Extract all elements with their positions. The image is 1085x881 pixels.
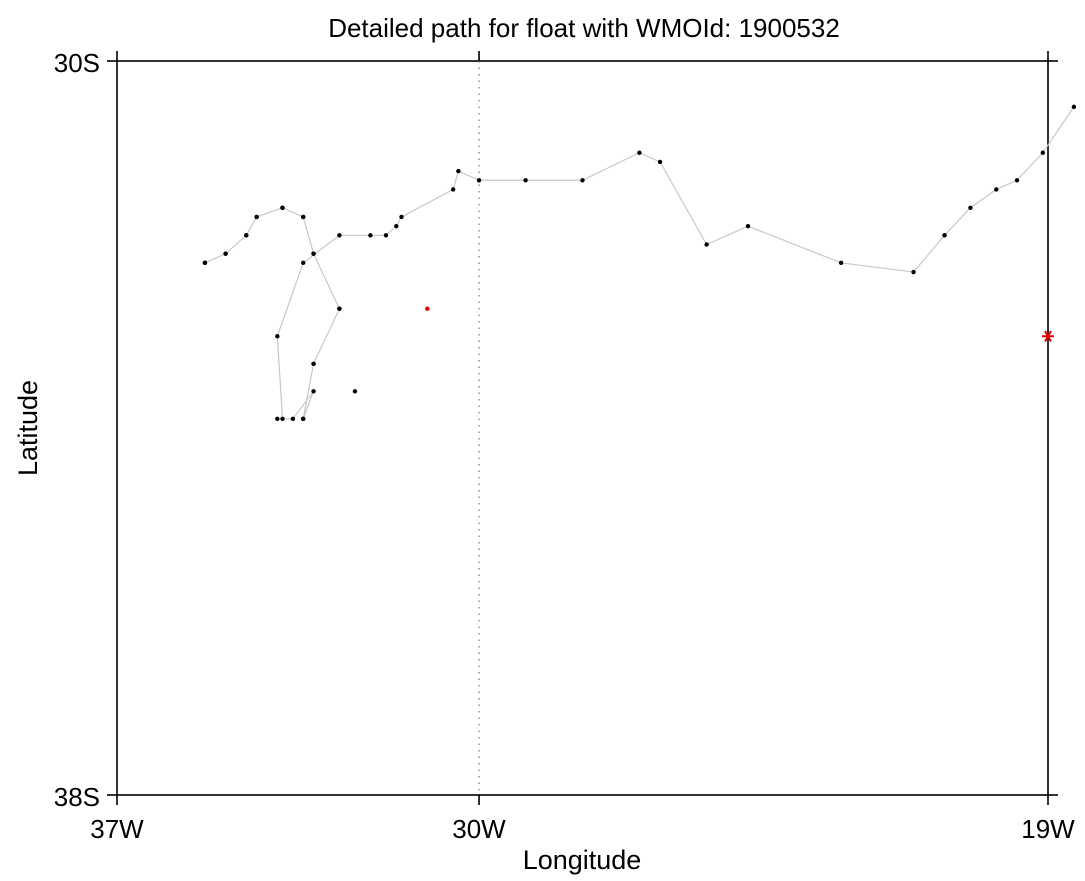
float-position-point bbox=[280, 416, 285, 422]
float-position-point bbox=[223, 251, 228, 256]
float-position-point bbox=[275, 334, 280, 339]
float-position-point bbox=[280, 205, 285, 210]
float-position-point bbox=[394, 223, 399, 229]
float-position-point bbox=[476, 178, 482, 183]
float-position-point bbox=[337, 233, 342, 238]
float-position-point bbox=[657, 159, 663, 165]
float-position-point bbox=[1071, 104, 1077, 110]
x-axis-label: Longitude bbox=[523, 845, 642, 875]
float-position-point bbox=[942, 233, 947, 238]
float-position-point bbox=[337, 306, 342, 311]
float-position-point bbox=[301, 214, 306, 220]
float-position-point bbox=[301, 416, 306, 422]
float-position-point bbox=[580, 178, 585, 183]
y-tick-label-top: 30S bbox=[54, 48, 100, 78]
float-positions bbox=[202, 104, 1077, 422]
plot-frame bbox=[116, 60, 1049, 796]
axis-ticks bbox=[107, 51, 1058, 805]
float-position-point bbox=[202, 260, 208, 266]
float-position-point bbox=[745, 223, 751, 229]
float-position-point bbox=[968, 205, 973, 210]
float-position-point bbox=[244, 233, 249, 238]
float-position-point bbox=[352, 389, 358, 394]
float-position-point bbox=[311, 251, 316, 256]
float-position-point bbox=[994, 187, 999, 192]
float-position-point bbox=[838, 260, 844, 266]
y-tick-label-bottom: 38S bbox=[54, 782, 100, 812]
float-position-point bbox=[1040, 150, 1046, 155]
float-position-point bbox=[704, 242, 709, 247]
float-position-point bbox=[637, 150, 642, 155]
asterisk-end-marker bbox=[1042, 330, 1054, 342]
float-position-point bbox=[290, 416, 296, 422]
float-position-point bbox=[311, 361, 316, 366]
float-position-point bbox=[399, 214, 404, 220]
chart-title: Detailed path for float with WMOId: 1900… bbox=[328, 13, 840, 43]
float-position-point bbox=[425, 306, 430, 311]
float-position-point bbox=[523, 178, 528, 183]
float-position-point bbox=[383, 233, 389, 238]
float-position-point bbox=[254, 214, 259, 220]
float-position-point bbox=[275, 416, 280, 422]
float-position-point bbox=[450, 187, 456, 192]
float-position-point bbox=[911, 269, 916, 275]
float-position-point bbox=[311, 389, 316, 394]
x-tick-label-left: 37W bbox=[90, 814, 144, 844]
float-position-point bbox=[1014, 178, 1020, 183]
float-position-point bbox=[301, 260, 306, 266]
float-position-point bbox=[368, 233, 373, 238]
float-last-position bbox=[1042, 330, 1054, 342]
float-position-point bbox=[456, 168, 461, 174]
x-tick-label-right: 19W bbox=[1021, 814, 1075, 844]
y-axis-label: Latitude bbox=[13, 380, 43, 476]
x-tick-label-middle: 30W bbox=[452, 814, 506, 844]
